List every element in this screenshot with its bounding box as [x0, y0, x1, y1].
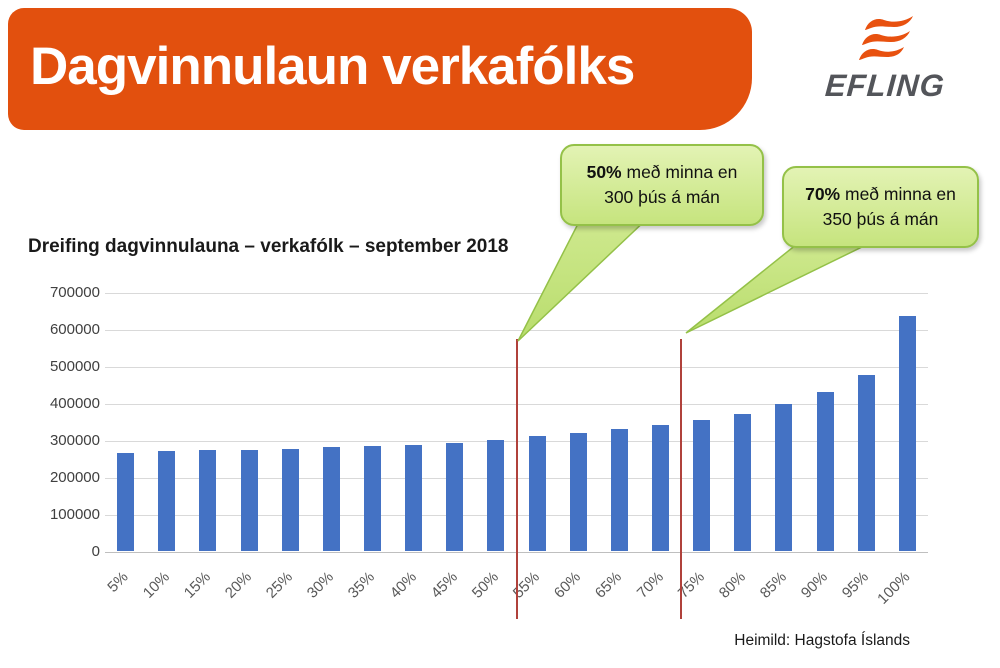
y-tick-label: 700000: [49, 284, 100, 301]
callout-text-line2: 350 þús á mán: [822, 209, 939, 229]
x-tick-label: 65%: [592, 568, 626, 602]
x-tick-label: 5%: [104, 568, 132, 596]
x-tick-label: 60%: [550, 568, 585, 602]
chart-bar-50%: [487, 440, 505, 551]
x-tick-label: 40%: [386, 568, 420, 602]
callout-text-line2: 300 þús á mán: [604, 187, 720, 207]
x-tick-label: 10%: [139, 568, 173, 602]
efling-logo: EFLING: [790, 10, 980, 128]
callout-70pct-text: 70% með minna en 350 þús á mán: [805, 182, 956, 233]
chart-bar-70%: [652, 425, 670, 551]
gridline: [105, 293, 928, 294]
chart-bar-25%: [281, 449, 299, 551]
x-tick-label: 95%: [839, 568, 873, 602]
chart-bar-60%: [569, 432, 587, 551]
x-tick-label: 20%: [221, 568, 256, 602]
header-banner: Dagvinnulaun verkafólks: [8, 8, 752, 130]
callout-bold-text: 50%: [586, 161, 622, 182]
chart-bar-40%: [405, 444, 423, 551]
chart-title: Dreifing dagvinnulauna – verkafólk – sep…: [28, 236, 509, 257]
chart-bar-5%: [117, 452, 135, 551]
chart-bar-65%: [610, 429, 628, 551]
chart-bar-15%: [199, 450, 217, 551]
y-tick-label: 600000: [49, 321, 100, 338]
callout-bold-text: 70%: [805, 183, 841, 204]
chart-bar-10%: [158, 450, 176, 551]
chart-bar-55%: [528, 436, 546, 551]
chart-bar-20%: [240, 449, 258, 551]
chart-bar-80%: [734, 413, 752, 551]
x-tick-label: 85%: [756, 568, 790, 602]
chart-bar-95%: [857, 374, 875, 551]
y-tick-label: 0: [91, 543, 100, 560]
x-tick-label: 15%: [180, 568, 214, 602]
efling-flag-icon: [859, 16, 913, 60]
page-title: Dagvinnulaun verkafólks: [30, 37, 635, 97]
source-note: Heimild: Hagstofa Íslands: [734, 632, 910, 649]
marker-line-70%: [680, 339, 683, 619]
x-tick-label: 80%: [715, 568, 749, 602]
callout-50pct-text: 50% með minna en 300 þús á mán: [587, 160, 738, 211]
y-axis-labels: 0 100000 200000 300000 400000 500000 600000 700…: [30, 284, 100, 560]
chart-bar-85%: [775, 404, 793, 551]
x-tick-label: 100%: [874, 568, 914, 608]
x-tick-label: 30%: [304, 568, 338, 602]
brand-name: EFLING: [823, 68, 947, 103]
chart-bar-45%: [446, 442, 464, 551]
x-tick-label: 70%: [633, 568, 667, 602]
x-tick-label: 90%: [797, 568, 832, 602]
marker-line-50%: [515, 339, 518, 619]
x-tick-label: 25%: [262, 568, 297, 602]
x-tick-label: 35%: [345, 568, 379, 602]
y-tick-label: 100000: [49, 506, 100, 523]
callout-50pct: 50% með minna en 300 þús á mán: [560, 144, 764, 226]
callout-70pct: 70% með minna en 350 þús á mán: [782, 166, 979, 248]
gridline: [105, 330, 928, 331]
chart-bar-90%: [816, 391, 834, 551]
chart-bar-75%: [693, 420, 711, 551]
chart-bar-30%: [322, 447, 340, 551]
y-tick-label: 300000: [49, 432, 100, 449]
y-tick-label: 400000: [49, 395, 100, 412]
callout-text: með minna en: [840, 183, 956, 204]
y-tick-label: 500000: [49, 358, 100, 375]
x-tick-label: 50%: [468, 568, 502, 602]
callout-text: með minna en: [621, 161, 738, 182]
chart-bar-100%: [898, 316, 916, 551]
y-tick-label: 200000: [49, 469, 100, 486]
x-tick-label: 45%: [427, 568, 461, 602]
chart-bar-35%: [363, 445, 381, 551]
